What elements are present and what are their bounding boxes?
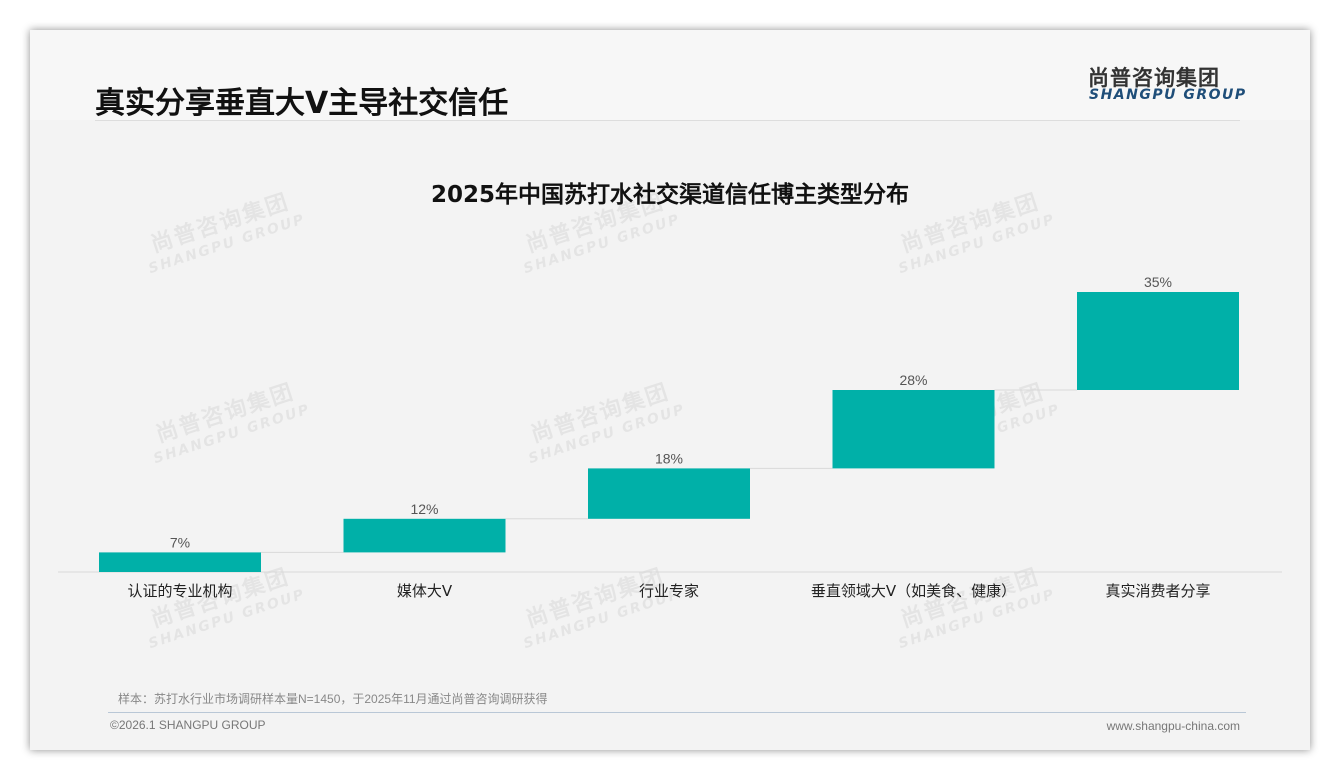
category-label: 媒体大V <box>397 582 453 600</box>
bar <box>99 552 261 572</box>
data-label: 12% <box>410 501 438 517</box>
data-label: 7% <box>170 534 190 550</box>
footer-divider <box>108 712 1246 713</box>
bar <box>1077 292 1239 390</box>
website-url: www.shangpu-china.com <box>1106 719 1240 733</box>
data-label: 35% <box>1144 274 1172 290</box>
header-divider <box>95 120 1240 121</box>
header: 真实分享垂直大V主导社交信任 尚普咨询集团 SHANGPU GROUP <box>30 30 1310 121</box>
logo-en: SHANGPU GROUP <box>1089 87 1247 103</box>
bar <box>832 390 995 469</box>
data-label: 28% <box>899 372 927 388</box>
data-label: 18% <box>655 450 683 466</box>
page-title: 真实分享垂直大V主导社交信任 <box>95 86 509 121</box>
sample-note: 样本：苏打水行业市场调研样本量N=1450，于2025年11月通过尚普咨询调研获… <box>118 692 548 706</box>
logo-cn: 尚普咨询集团 <box>1088 66 1220 90</box>
category-label: 真实消费者分享 <box>1105 582 1210 600</box>
category-label: 认证的专业机构 <box>127 582 232 600</box>
bar <box>588 468 750 519</box>
category-label: 垂直领域大V（如美食、健康） <box>811 582 1016 600</box>
bar <box>343 518 506 553</box>
chart-title: 2025年中国苏打水社交渠道信任博主类型分布 <box>430 182 909 208</box>
category-label: 行业专家 <box>639 582 699 600</box>
copyright: ©2026.1 SHANGPU GROUP <box>110 718 266 732</box>
